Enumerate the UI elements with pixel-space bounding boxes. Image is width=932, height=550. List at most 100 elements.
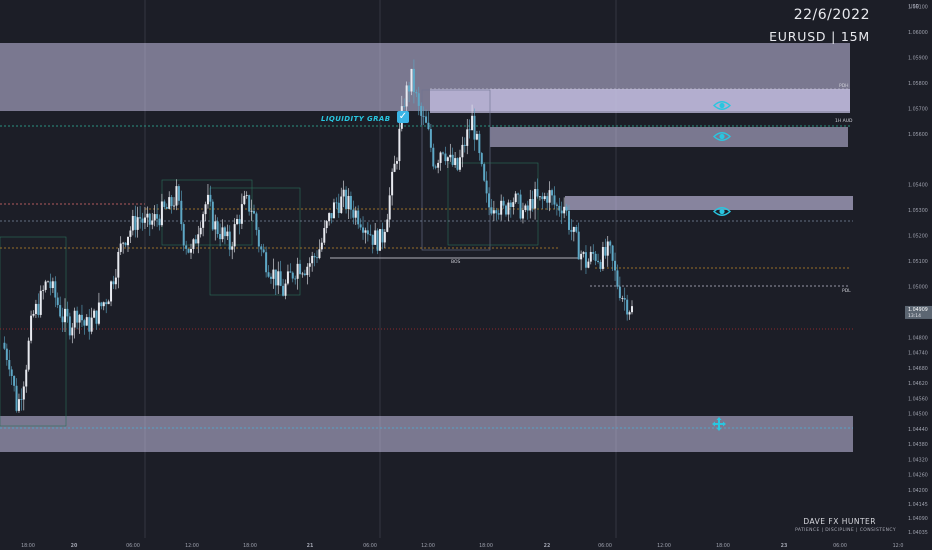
candle-body <box>265 252 268 273</box>
candle-body <box>604 246 607 256</box>
candle-body <box>76 310 79 323</box>
candle-body <box>391 171 394 196</box>
price-tick-label: 1.04560 <box>908 396 928 402</box>
candle-body <box>221 227 224 240</box>
candle-body <box>197 234 200 244</box>
price-tick-label: 1.05600 <box>908 132 928 138</box>
candle-body <box>194 239 197 244</box>
range-box <box>209 187 301 296</box>
candle-body <box>39 290 42 315</box>
move-icon[interactable] <box>711 416 727 432</box>
candle-body <box>420 105 423 116</box>
candle-body <box>449 154 452 158</box>
candle-body <box>3 342 6 349</box>
eye-icon[interactable] <box>713 131 731 142</box>
zone-rect <box>490 127 848 147</box>
candle-body <box>403 106 406 107</box>
candle-body <box>277 271 280 286</box>
candle-body <box>187 248 190 253</box>
candle-body <box>226 231 229 237</box>
candle-body <box>393 163 396 172</box>
candle-body <box>148 213 151 225</box>
time-tick-label: 06:00 <box>833 543 847 549</box>
candle-body <box>282 285 285 296</box>
check-icon: ✓ <box>397 111 409 123</box>
candle-body <box>274 269 277 286</box>
candle-body <box>151 220 154 225</box>
candle-body <box>192 239 195 249</box>
candle-body <box>582 252 585 254</box>
eye-icon[interactable] <box>713 206 731 217</box>
time-tick-label: 18:00 <box>243 543 257 549</box>
time-tick-label: 06:00 <box>363 543 377 549</box>
candle-body <box>131 215 134 231</box>
candle-body <box>534 189 537 209</box>
liquidity-grab-label: LIQUIDITY GRAB <box>321 115 391 123</box>
candle-body <box>422 115 425 117</box>
time-tick-label: 06:00 <box>126 543 140 549</box>
candle-body <box>25 369 28 387</box>
candle-body <box>141 218 144 223</box>
candle-body <box>71 327 74 336</box>
candle-body <box>112 281 115 285</box>
candle-body <box>22 386 25 400</box>
candle-body <box>15 385 18 411</box>
price-tick-label: 1.05200 <box>908 234 928 240</box>
price-tick-label: 1.04260 <box>908 473 928 479</box>
candle-body <box>551 190 554 196</box>
candle-body <box>565 206 568 211</box>
candle-body <box>85 317 88 326</box>
candle-body <box>437 162 440 168</box>
candle-body <box>66 308 69 317</box>
time-axis[interactable]: 18:00 20 06:00 12:00 18:00 21 06:00 12:00 18:00 2… <box>0 538 932 550</box>
candle-body <box>388 195 391 220</box>
candle-body <box>541 196 544 200</box>
candle-body <box>458 157 461 170</box>
candle-body <box>136 217 139 230</box>
supply-demand-zones <box>0 43 853 452</box>
candle-body <box>626 299 629 315</box>
candle-body <box>531 199 534 209</box>
candle-body <box>180 200 183 225</box>
candle-body <box>83 320 86 326</box>
candle-body <box>175 186 178 206</box>
candle-body <box>122 242 125 244</box>
candle-body <box>546 196 549 203</box>
candle-body <box>248 195 251 212</box>
candle-body <box>618 286 621 299</box>
candle-body <box>553 195 556 205</box>
candle-body <box>475 133 478 140</box>
candle-body <box>291 272 294 279</box>
time-tick-label: 21 <box>307 543 314 549</box>
candle-body <box>570 229 573 232</box>
candle-body <box>478 133 481 154</box>
candle-body <box>320 242 323 250</box>
candle-body <box>538 196 541 198</box>
candle-body <box>614 260 617 271</box>
candle-body <box>383 231 386 243</box>
candle-body <box>102 302 105 307</box>
candle-body <box>415 92 418 94</box>
candle-body <box>134 215 137 230</box>
candle-body <box>323 228 326 243</box>
candle-body <box>439 152 442 163</box>
candle-body <box>412 68 415 93</box>
eye-icon[interactable] <box>713 100 731 111</box>
candle-body <box>362 227 365 233</box>
candle-body <box>286 271 289 284</box>
candle-body <box>609 241 612 246</box>
candle-body <box>306 266 309 276</box>
candle-body <box>454 158 457 166</box>
candle-body <box>497 213 500 215</box>
candle-body <box>214 221 217 230</box>
candle-body <box>49 281 52 289</box>
candle-body <box>260 246 263 250</box>
price-tick-label: 1.06100 <box>908 5 928 11</box>
candle-body <box>153 214 156 221</box>
candle-body <box>490 207 493 214</box>
candle-body <box>105 302 108 305</box>
candle-body <box>369 234 372 236</box>
candle-body <box>90 317 93 332</box>
